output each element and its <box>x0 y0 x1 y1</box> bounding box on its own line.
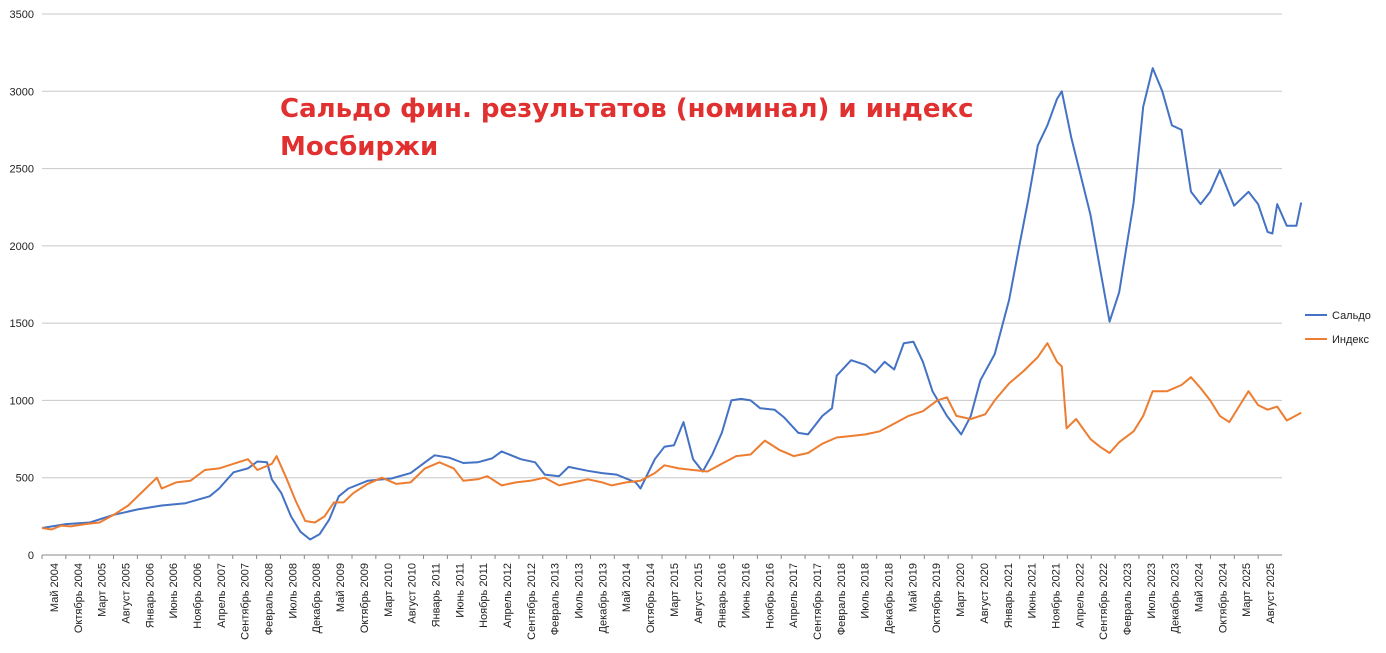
x-tick-label: Апрель 2012 <box>502 563 514 628</box>
gridlines <box>42 13 1282 556</box>
x-tick-label: Апрель 2022 <box>1074 563 1086 628</box>
x-tick-label: Июнь 2006 <box>168 563 180 619</box>
x-tick-label: Июнь 2016 <box>740 563 752 619</box>
x-tick-label: Июнь 2011 <box>454 563 466 618</box>
x-tick-label: Февраль 2018 <box>836 563 848 635</box>
x-tick-label: Май 2019 <box>907 563 919 612</box>
x-tick-label: Март 2005 <box>97 563 109 617</box>
y-tick-label: 2000 <box>10 241 34 253</box>
x-tick-label: Май 2004 <box>49 563 61 612</box>
x-tick-label: Август 2025 <box>1265 563 1277 624</box>
x-tick-label: Февраль 2008 <box>264 563 276 635</box>
x-tick-label: Июль 2008 <box>287 563 299 619</box>
x-tick-label: Октябрь 2019 <box>931 563 943 633</box>
legend: Сальдо Индекс <box>1305 310 1371 346</box>
series-line-saldo <box>41 67 1303 541</box>
x-tick-label: Октябрь 2024 <box>1217 563 1229 633</box>
y-tick-label: 500 <box>16 473 34 485</box>
x-tick-label: Октябрь 2004 <box>73 563 85 633</box>
y-tick-label: 3000 <box>10 86 34 98</box>
x-tick-label: Февраль 2013 <box>550 563 562 635</box>
x-tick-label: Март 2015 <box>669 563 681 617</box>
x-tick-label: Август 2020 <box>979 563 991 624</box>
x-tick-label: Апрель 2017 <box>788 563 800 628</box>
x-tick-label: Февраль 2023 <box>1122 563 1134 635</box>
legend-label: Индекс <box>1332 334 1369 346</box>
x-tick-label: Декабрь 2018 <box>884 563 896 633</box>
x-tick-label: Март 2010 <box>383 563 395 617</box>
x-axis: Май 2004 Октябрь 2004 Март 2005 Август 2005… <box>41 555 1277 640</box>
x-tick-label: Октябрь 2009 <box>359 563 371 633</box>
x-tick-label: Март 2025 <box>1241 563 1253 617</box>
x-tick-label: Август 2005 <box>120 563 132 624</box>
x-tick-label: Май 2014 <box>621 563 633 612</box>
x-tick-label: Октябрь 2014 <box>645 563 657 633</box>
x-tick-label: Сентябрь 2017 <box>812 563 824 640</box>
chart-title: Сальдо фин. результатов (номинал) и инде… <box>280 94 974 162</box>
y-axis: 0 500 1000 1500 2000 2500 3000 3500 <box>10 9 34 562</box>
x-tick-label: Сентябрь 2022 <box>1098 563 1110 640</box>
y-tick-label: 0 <box>28 550 34 562</box>
x-tick-label: Июль 2023 <box>1146 563 1158 619</box>
x-tick-label: Январь 2006 <box>144 563 156 628</box>
x-tick-label: Июль 2018 <box>860 563 872 619</box>
x-tick-label: Август 2015 <box>693 563 705 624</box>
x-tick-label: Май 2009 <box>335 563 347 612</box>
series-line-index <box>41 342 1302 531</box>
x-tick-label: Декабрь 2008 <box>311 563 323 633</box>
y-tick-label: 2500 <box>10 164 34 176</box>
x-tick-label: Август 2010 <box>407 563 419 624</box>
x-tick-label: Март 2020 <box>955 563 967 617</box>
x-tick-label: Май 2024 <box>1194 563 1206 612</box>
x-tick-label: Апрель 2007 <box>216 563 228 628</box>
x-tick-label: Ноябрь 2011 <box>478 563 490 628</box>
x-tick-label: Декабрь 2023 <box>1170 563 1182 633</box>
x-tick-label: Сентябрь 2012 <box>526 563 538 640</box>
plot-area <box>41 67 1303 541</box>
x-tick-label: Январь 2011 <box>430 563 442 627</box>
x-tick-label: Сентябрь 2007 <box>240 563 252 640</box>
x-tick-label: Январь 2016 <box>717 563 729 628</box>
x-tick-label: Июнь 2021 <box>1027 563 1039 619</box>
x-tick-label: Ноябрь 2016 <box>764 563 776 629</box>
x-tick-label: Ноябрь 2006 <box>192 563 204 629</box>
legend-label: Сальдо <box>1332 310 1371 322</box>
x-tick-label: Июль 2013 <box>574 563 586 619</box>
y-tick-label: 1000 <box>10 395 34 407</box>
x-tick-label: Январь 2021 <box>1003 563 1015 628</box>
y-tick-label: 1500 <box>10 318 34 330</box>
x-tick-label: Декабрь 2013 <box>597 563 609 633</box>
y-tick-label: 3500 <box>10 9 34 21</box>
x-tick-label: Ноябрь 2021 <box>1050 563 1062 629</box>
